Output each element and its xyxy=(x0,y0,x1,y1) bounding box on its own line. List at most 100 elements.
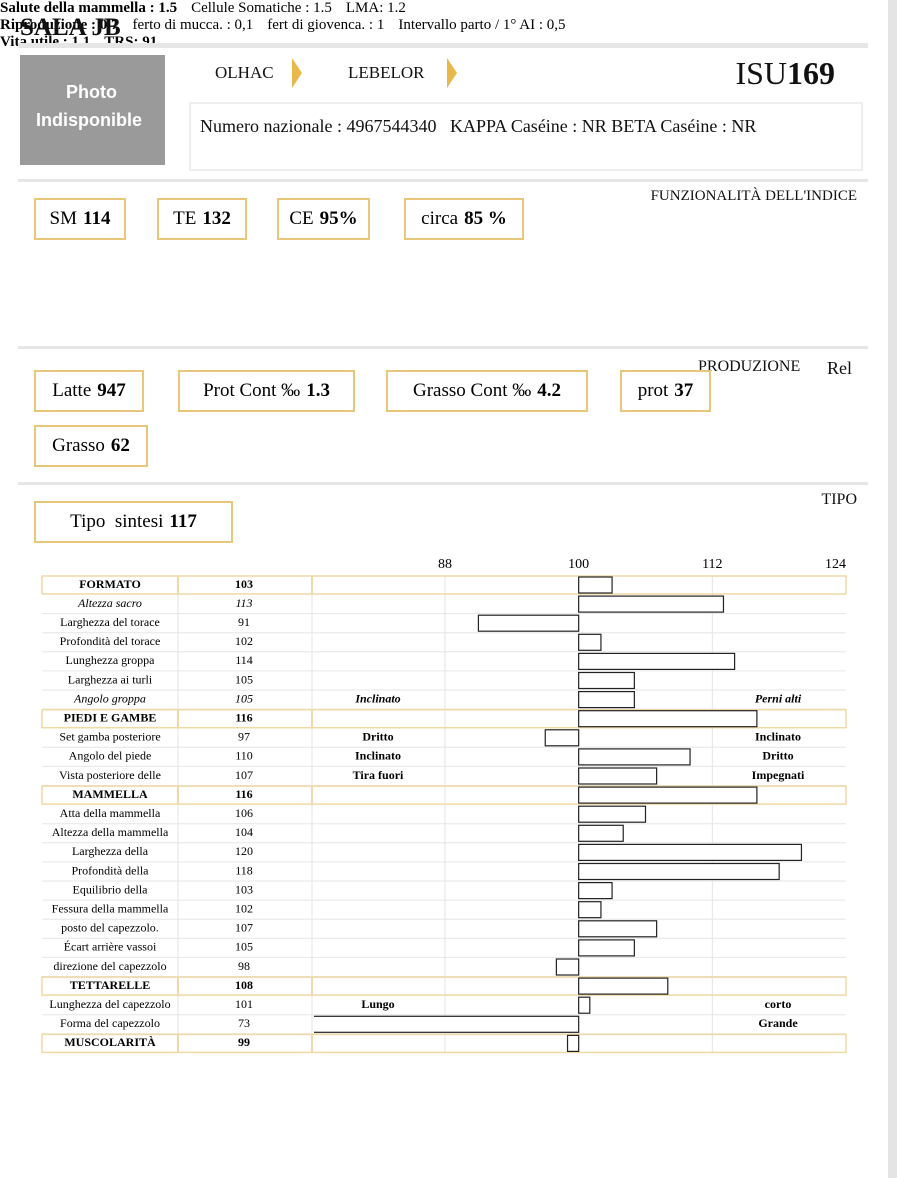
section-title: FUNZIONALITÀ DELL'INDICE xyxy=(650,188,857,204)
box-label: Grasso Cont ‰ xyxy=(413,380,532,401)
row-value: 98 xyxy=(238,959,250,973)
bar xyxy=(544,729,580,747)
section-row xyxy=(41,976,847,996)
text-line: Riproduzione : 0.7 ferto di mucca. : 0,1 f… xyxy=(0,17,897,34)
left-label: Dritto xyxy=(362,730,393,744)
code: ISU169 xyxy=(735,55,835,92)
sire: OLHAC xyxy=(215,63,274,82)
row-name: Forma del capezzolo xyxy=(60,1016,160,1030)
row-name: TETTARELLE xyxy=(70,978,150,992)
right-label: Perni alti xyxy=(755,691,802,705)
bar xyxy=(566,1034,580,1053)
code-number: 169 xyxy=(787,55,835,91)
scroll-strip xyxy=(888,0,897,1178)
rule xyxy=(18,482,868,485)
box-label: Latte xyxy=(52,380,92,401)
bar xyxy=(578,748,691,766)
x-tick-label: 100 xyxy=(568,557,589,572)
text-line: Salute della mammella : 1.5 Cellule Somat… xyxy=(0,0,897,17)
row-value: 118 xyxy=(235,863,253,877)
row-value: 99 xyxy=(238,1035,250,1049)
line-item: Salute della mammella : 1.5 xyxy=(0,0,178,16)
section-row xyxy=(41,785,847,805)
bar xyxy=(477,614,580,632)
arrow xyxy=(447,58,457,88)
row-name: Profondità della xyxy=(72,863,150,877)
line-item: LMA: 1.2 xyxy=(345,0,406,16)
row-value: 91 xyxy=(238,615,250,629)
bar xyxy=(578,576,613,594)
row-value: 101 xyxy=(235,997,253,1011)
box-label: Tipo sintesi xyxy=(70,511,164,532)
box-value: 4.2 xyxy=(537,380,561,401)
row-name: Angolo del piede xyxy=(69,749,152,763)
left-label: Lungo xyxy=(361,997,394,1011)
row-value: 110 xyxy=(235,749,253,763)
row-value: 106 xyxy=(235,806,253,820)
row-value: 107 xyxy=(235,768,253,782)
value-box: Latte 947 xyxy=(34,370,144,412)
section-title: PRODUZIONE xyxy=(698,358,801,375)
row-value: 107 xyxy=(235,921,253,935)
box-label: SM xyxy=(49,208,77,229)
bar xyxy=(578,595,725,613)
line-item: Intervallo parto / 1° AI : 0,5 xyxy=(398,17,566,33)
right-label: Impegnati xyxy=(752,768,805,782)
box-label: prot xyxy=(637,380,669,401)
left-label: Inclinato xyxy=(354,691,400,705)
x-tick-label: 124 xyxy=(825,557,846,572)
row-value: 104 xyxy=(235,825,253,839)
row-value: 97 xyxy=(238,730,250,744)
row-name: Écart arrière vassoi xyxy=(64,940,157,954)
photo-text: Photo xyxy=(66,82,117,102)
box-value: 132 xyxy=(202,208,231,229)
row-name: Lunghezza groppa xyxy=(66,653,156,667)
row-name: PIEDI E GAMBE xyxy=(64,710,157,724)
x-tick-label: 112 xyxy=(702,557,722,572)
row-value: 102 xyxy=(235,901,253,915)
row-name: Vista posteriore delle xyxy=(59,768,161,782)
rel: Rel xyxy=(827,358,852,378)
row-name: Atta della mammella xyxy=(60,806,161,820)
box-label: CE xyxy=(289,208,314,229)
x-tick-label: 88 xyxy=(438,557,452,572)
row-value: 114 xyxy=(235,653,253,667)
box-value: 37 xyxy=(674,380,694,401)
info-box xyxy=(189,102,863,171)
line-item: ferto di mucca. : 0,1 xyxy=(132,17,254,33)
row-name: Profondità del torace xyxy=(60,634,161,648)
bar xyxy=(578,652,736,671)
box-value: 114 xyxy=(83,208,111,229)
bar xyxy=(555,958,580,976)
row-name: Larghezza della xyxy=(72,844,149,858)
bar xyxy=(578,920,658,938)
box-label: circa xyxy=(421,208,459,229)
bar xyxy=(578,805,647,823)
bar xyxy=(578,996,591,1014)
row-value: 108 xyxy=(235,978,253,992)
value-box: CE 95% xyxy=(277,198,370,240)
code-prefix: ISU xyxy=(735,55,787,91)
row-name: MUSCOLARITÀ xyxy=(64,1035,156,1049)
row-name: Angolo groppa xyxy=(73,691,146,705)
box-label: TE xyxy=(173,208,197,229)
title: SALA JB xyxy=(20,14,121,41)
box-label: Prot Cont ‰ xyxy=(203,380,301,401)
row-value: 116 xyxy=(235,710,252,724)
row-value: 73 xyxy=(238,1016,250,1030)
row-name: FORMATO xyxy=(79,577,141,591)
row-value: 116 xyxy=(235,787,252,801)
row-value: 105 xyxy=(235,691,253,705)
line-item: fert di giovenca. : 1 xyxy=(267,17,385,33)
rule xyxy=(18,43,868,48)
bar xyxy=(578,786,758,804)
left-label: Inclinato xyxy=(355,749,401,763)
arrow xyxy=(292,58,302,88)
value-box: SM 114 xyxy=(34,198,126,240)
bar xyxy=(578,901,602,919)
row-name: Altezza sacro xyxy=(77,596,142,610)
grandsire: LEBELOR xyxy=(348,63,425,82)
row-name: Set gamba posteriore xyxy=(59,730,160,744)
